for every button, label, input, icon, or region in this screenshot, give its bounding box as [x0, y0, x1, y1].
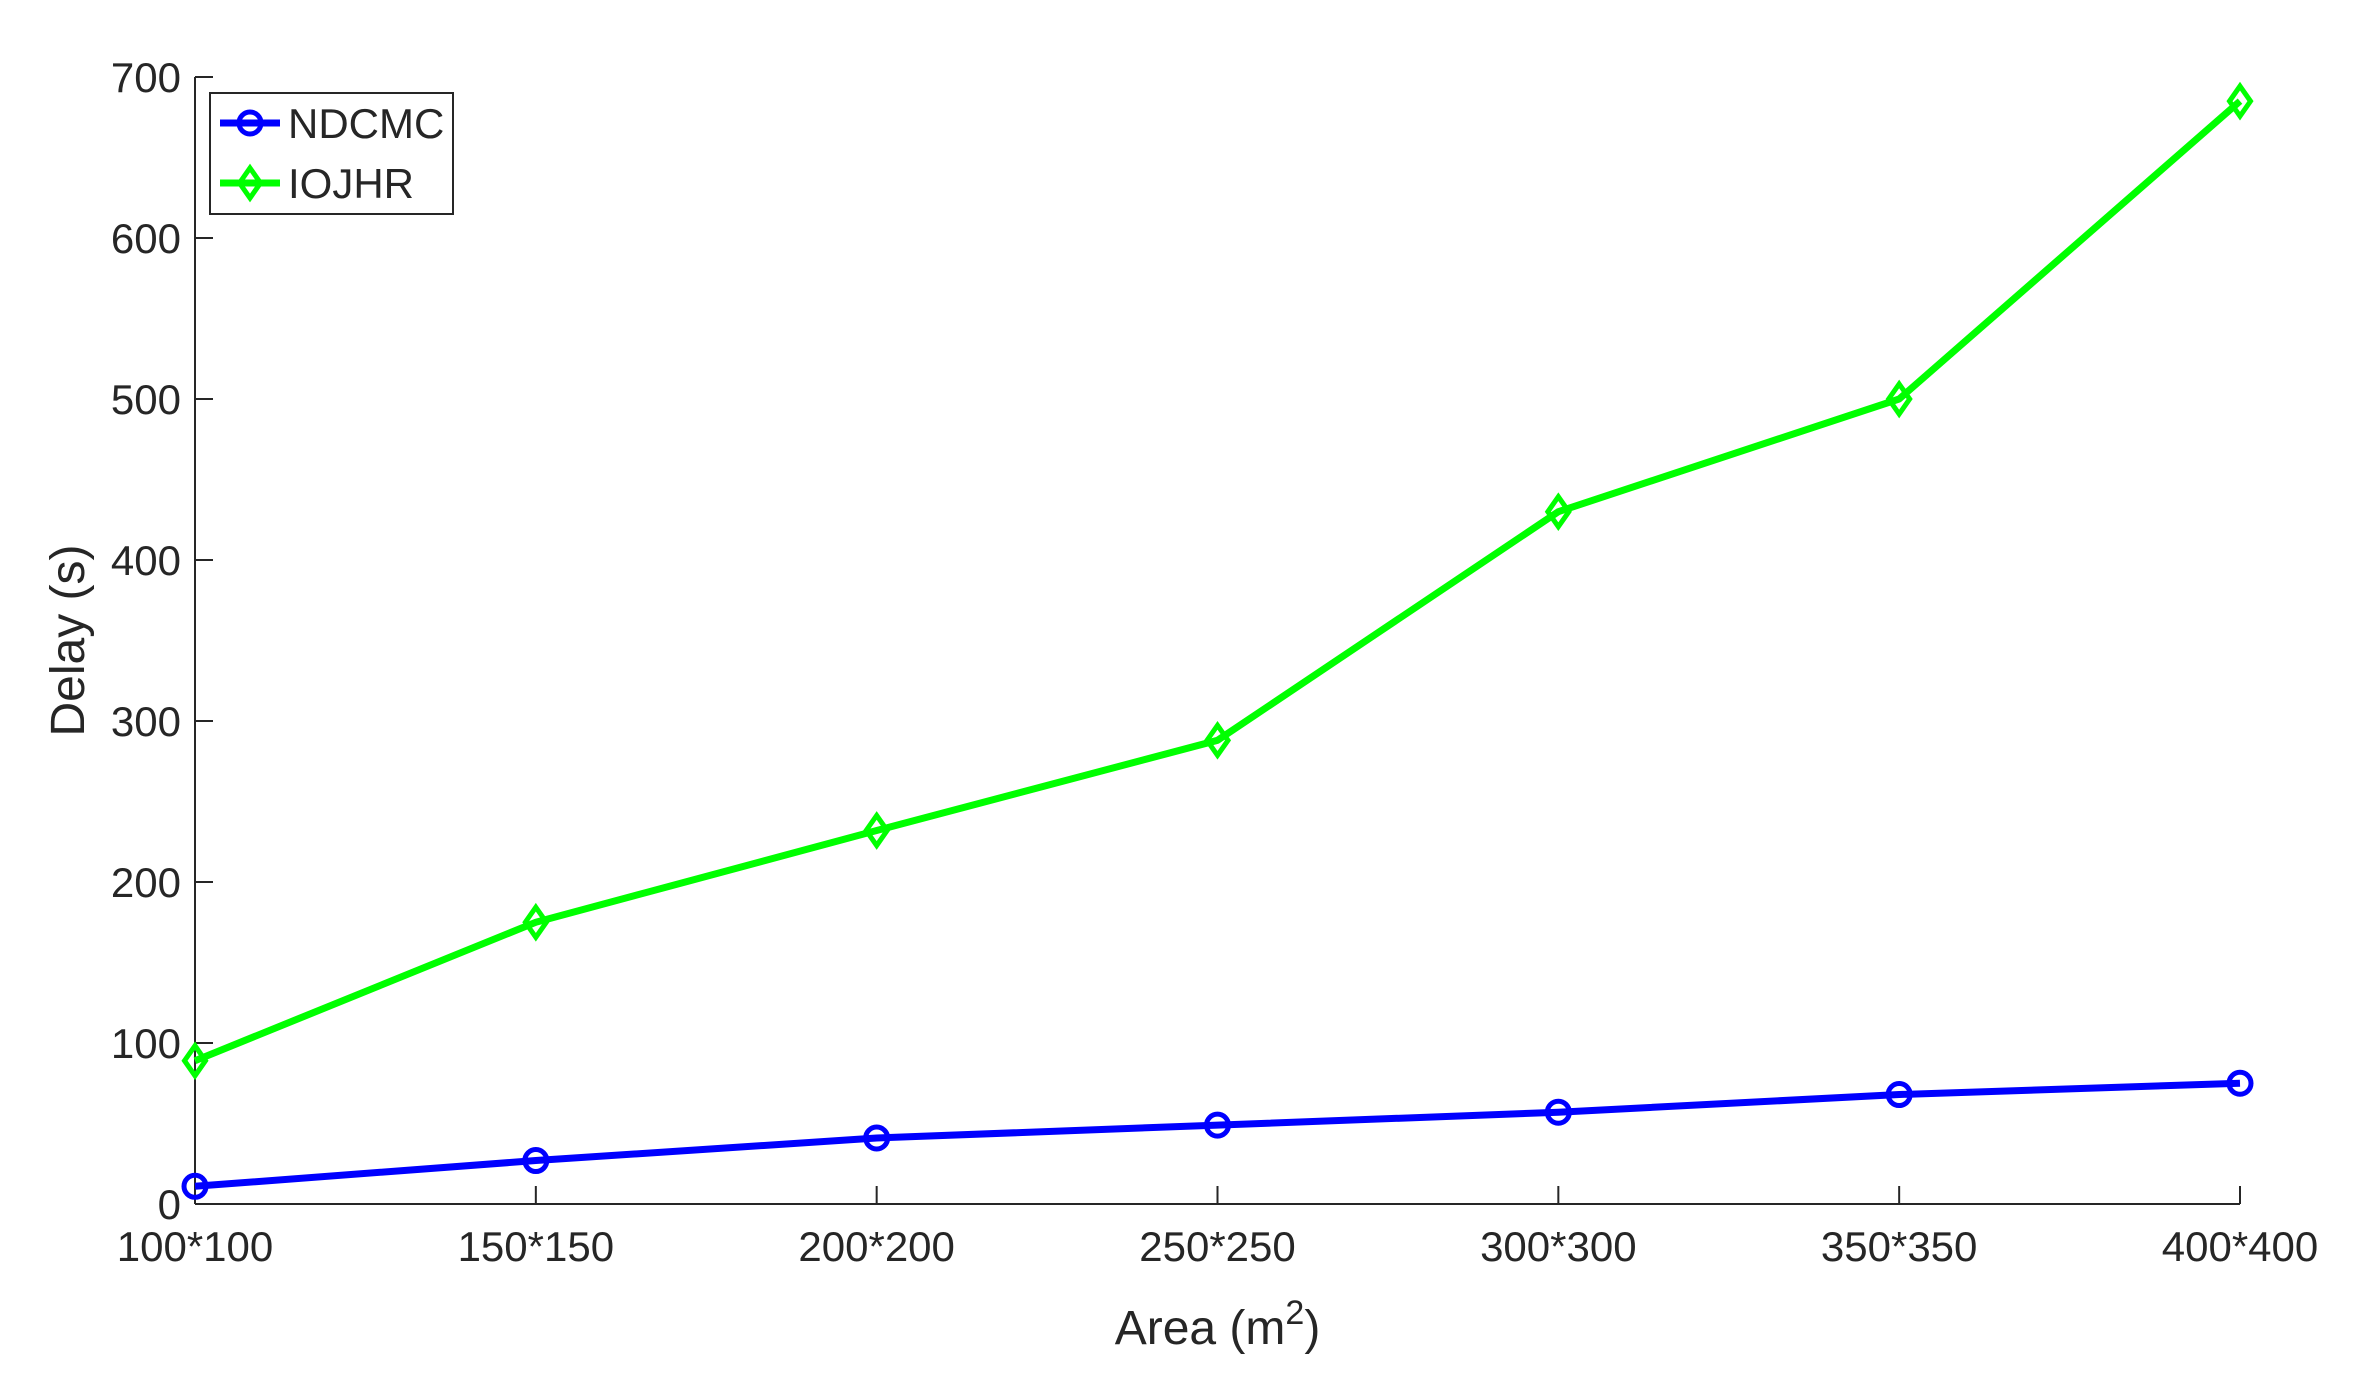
legend-item-ndcmc: NDCMC: [220, 100, 444, 147]
y-tick-label: 400: [111, 537, 181, 584]
y-tick-label: 200: [111, 859, 181, 906]
x-tick-label: 300*300: [1480, 1223, 1637, 1270]
x-tick-label: 150*150: [458, 1223, 615, 1270]
legend-item-iojhr: IOJHR: [220, 160, 414, 207]
legend-marker-diamond: [236, 163, 264, 203]
data-point-iojhr: [2226, 81, 2254, 121]
data-point-ndcmc: [2226, 1069, 2254, 1097]
data-point-ndcmc: [1204, 1111, 1231, 1139]
x-tick-label: 400*400: [2162, 1223, 2319, 1270]
y-tick-label: 300: [111, 698, 181, 745]
y-axis-title: Delay (s): [42, 544, 95, 736]
data-point-iojhr: [1544, 492, 1572, 532]
axes: 0 100 200 300 400 500 600 700 100*100 150*150 200*…: [111, 54, 2318, 1270]
series-ndcmc: [181, 1069, 2254, 1200]
data-point-ndcmc: [181, 1172, 209, 1200]
legend-label: IOJHR: [288, 160, 414, 207]
x-tick-label: 250*250: [1139, 1223, 1296, 1270]
data-point-ndcmc: [863, 1124, 891, 1152]
y-tick-label: 600: [111, 215, 181, 262]
data-point-ndcmc: [1885, 1081, 1913, 1109]
x-axis-title-suffix: ): [1304, 1302, 1320, 1355]
data-point-iojhr: [181, 1041, 209, 1081]
y-tick-label: 700: [111, 54, 181, 101]
axis-titles: Area (m2) Delay (s): [42, 544, 1320, 1355]
series-iojhr: [181, 81, 2254, 1081]
x-tick-label: 100*100: [117, 1223, 274, 1270]
legend-marker-circle: [236, 109, 264, 137]
data-point-iojhr: [1203, 720, 1232, 760]
data-point-iojhr: [863, 811, 891, 850]
series-line-iojhr: [193, 98, 2243, 1064]
x-axis-title-superscript: 2: [1285, 1294, 1304, 1332]
data-point-iojhr: [1885, 379, 1913, 419]
y-tick-label: 100: [111, 1020, 181, 1067]
y-tick-label: 500: [111, 376, 181, 423]
x-tick-label: 200*200: [798, 1223, 955, 1270]
series-layer: [181, 81, 2254, 1200]
x-tick-label: 350*350: [1821, 1223, 1978, 1270]
y-tick-label: 0: [158, 1181, 181, 1228]
series-line-ndcmc: [194, 1079, 2241, 1190]
data-point-ndcmc: [522, 1147, 550, 1175]
data-point-ndcmc: [1544, 1098, 1572, 1126]
x-axis-title-text: Area (m: [1115, 1302, 1286, 1355]
legend-label: NDCMC: [288, 100, 444, 147]
data-point-iojhr: [522, 902, 550, 942]
legend: NDCMC IOJHR: [209, 92, 454, 215]
x-axis-title: Area (m2): [1115, 1294, 1321, 1355]
